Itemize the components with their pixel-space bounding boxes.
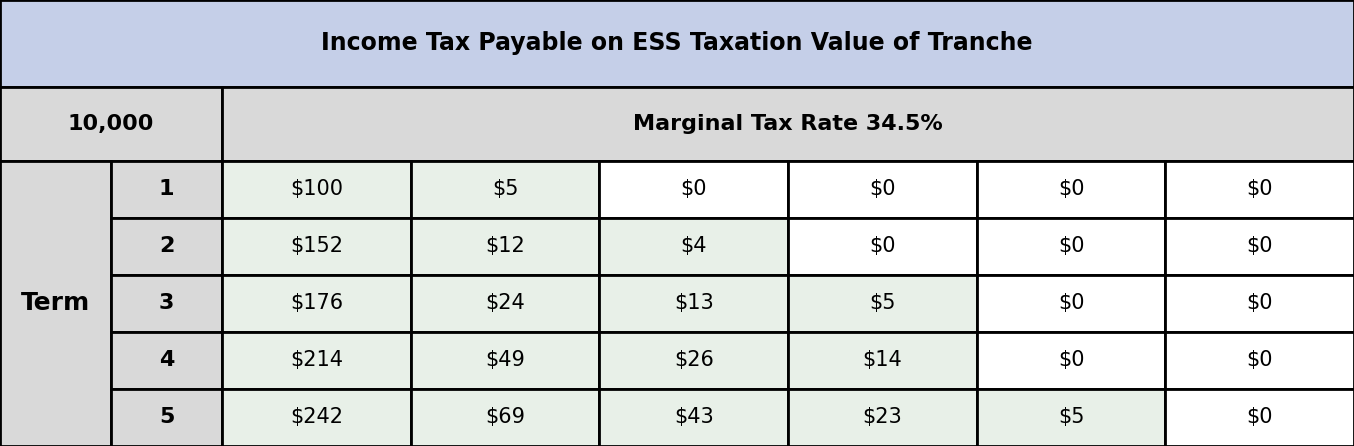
Text: 3: 3 bbox=[158, 293, 175, 313]
Bar bbox=[788, 389, 976, 446]
Bar bbox=[222, 161, 410, 218]
Text: 2: 2 bbox=[158, 236, 175, 256]
Text: $0: $0 bbox=[1247, 293, 1273, 313]
Bar bbox=[410, 275, 600, 332]
Bar bbox=[410, 389, 600, 446]
Text: $4: $4 bbox=[681, 236, 707, 256]
Bar bbox=[600, 275, 788, 332]
Text: $100: $100 bbox=[290, 179, 343, 199]
Bar bbox=[600, 218, 788, 275]
Text: 4: 4 bbox=[158, 351, 175, 370]
Text: $0: $0 bbox=[1247, 351, 1273, 370]
Bar bbox=[0, 0, 1354, 87]
Bar bbox=[111, 275, 222, 332]
Text: $23: $23 bbox=[862, 408, 902, 427]
Text: 10,000: 10,000 bbox=[68, 114, 154, 134]
Bar bbox=[0, 87, 222, 161]
Bar bbox=[111, 389, 222, 446]
Bar bbox=[788, 161, 976, 218]
Bar bbox=[410, 332, 600, 389]
Bar bbox=[1166, 389, 1354, 446]
Text: $69: $69 bbox=[485, 408, 525, 427]
Bar bbox=[222, 87, 1354, 161]
Bar bbox=[600, 389, 788, 446]
Bar bbox=[1166, 161, 1354, 218]
Text: $214: $214 bbox=[290, 351, 343, 370]
Bar bbox=[1166, 275, 1354, 332]
Bar bbox=[976, 218, 1166, 275]
Bar bbox=[788, 332, 976, 389]
Text: $5: $5 bbox=[869, 293, 895, 313]
Text: $152: $152 bbox=[290, 236, 343, 256]
Text: $26: $26 bbox=[674, 351, 714, 370]
Text: $13: $13 bbox=[674, 293, 714, 313]
Text: $242: $242 bbox=[290, 408, 343, 427]
Text: Marginal Tax Rate 34.5%: Marginal Tax Rate 34.5% bbox=[634, 114, 942, 134]
Bar bbox=[600, 161, 788, 218]
Text: $0: $0 bbox=[869, 179, 895, 199]
Bar bbox=[1166, 332, 1354, 389]
Text: 1: 1 bbox=[158, 179, 175, 199]
Text: $0: $0 bbox=[1057, 351, 1085, 370]
Bar bbox=[976, 275, 1166, 332]
Text: $0: $0 bbox=[681, 179, 707, 199]
Bar bbox=[111, 332, 222, 389]
Text: $5: $5 bbox=[1057, 408, 1085, 427]
Text: 5: 5 bbox=[158, 408, 175, 427]
Bar bbox=[976, 332, 1166, 389]
Bar bbox=[410, 161, 600, 218]
Bar bbox=[410, 218, 600, 275]
Bar bbox=[788, 218, 976, 275]
Text: $0: $0 bbox=[1247, 179, 1273, 199]
Text: $24: $24 bbox=[485, 293, 525, 313]
Text: $12: $12 bbox=[485, 236, 525, 256]
Text: $43: $43 bbox=[674, 408, 714, 427]
Text: $0: $0 bbox=[1057, 293, 1085, 313]
Text: $0: $0 bbox=[1247, 408, 1273, 427]
Bar bbox=[976, 389, 1166, 446]
Text: $5: $5 bbox=[492, 179, 519, 199]
Bar bbox=[222, 218, 410, 275]
Text: $0: $0 bbox=[1057, 236, 1085, 256]
Bar bbox=[222, 332, 410, 389]
Text: Income Tax Payable on ESS Taxation Value of Tranche: Income Tax Payable on ESS Taxation Value… bbox=[321, 32, 1033, 55]
Bar bbox=[0, 161, 111, 446]
Bar bbox=[222, 275, 410, 332]
Bar bbox=[788, 275, 976, 332]
Bar bbox=[111, 161, 222, 218]
Bar bbox=[1166, 218, 1354, 275]
Bar bbox=[111, 218, 222, 275]
Text: $0: $0 bbox=[869, 236, 895, 256]
Bar bbox=[222, 389, 410, 446]
Text: $14: $14 bbox=[862, 351, 902, 370]
Bar bbox=[600, 332, 788, 389]
Text: $176: $176 bbox=[290, 293, 343, 313]
Text: $49: $49 bbox=[485, 351, 525, 370]
Text: $0: $0 bbox=[1057, 179, 1085, 199]
Text: $0: $0 bbox=[1247, 236, 1273, 256]
Text: Term: Term bbox=[20, 291, 91, 315]
Bar bbox=[976, 161, 1166, 218]
